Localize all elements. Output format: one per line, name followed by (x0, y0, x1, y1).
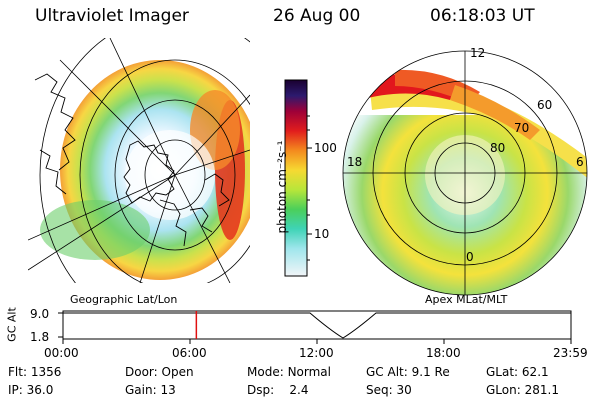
mlt-label-6: 6 (576, 155, 584, 169)
color-bar (284, 79, 308, 277)
altitude-ylabel: GC Alt (5, 307, 19, 342)
status-seq: Seq: 30 (366, 383, 412, 397)
polar-map (342, 50, 588, 296)
colorbar-tick-100: 100 (314, 141, 337, 155)
altitude-xtick-2: 12:00 (299, 346, 334, 360)
geographic-map (28, 38, 250, 283)
mlt-label-18: 18 (347, 155, 363, 169)
status-mode: Mode: Normal (247, 365, 331, 379)
altitude-ytick-1-8: 1.8 (30, 330, 50, 344)
status-flt: Flt: 1356 (8, 365, 62, 379)
status-gc-alt: GC Alt: 9.1 Re (366, 365, 450, 379)
status-door: Door: Open (125, 365, 194, 379)
mlat-label-70: 70 (514, 121, 530, 135)
status-gain: Gain: 13 (125, 383, 176, 397)
colorbar-unit-label: photon cm⁻²s⁻¹ (275, 140, 289, 234)
status-glon: GLon: 281.1 (486, 383, 559, 397)
left-map-label: Geographic Lat/Lon (70, 293, 178, 306)
altitude-plot (58, 310, 572, 344)
status-ip: IP: 36.0 (8, 383, 54, 397)
color-bar-ticks (307, 115, 312, 261)
right-map-label: Apex MLat/MLT (425, 293, 508, 306)
time-label: 06:18:03 UT (430, 6, 535, 26)
altitude-ytick-9: 9.0 (30, 307, 50, 321)
altitude-xtick-0: 00:00 (44, 346, 79, 360)
instrument-title: Ultraviolet Imager (35, 6, 189, 26)
altitude-xtick-3: 18:00 (426, 346, 461, 360)
status-dsp: Dsp: 2.4 (247, 383, 309, 397)
altitude-xtick-4: 23:59 (553, 346, 588, 360)
status-glat: GLat: 62.1 (486, 365, 549, 379)
mlt-label-0: 0 (466, 250, 474, 264)
colorbar-tick-10: 10 (314, 227, 330, 241)
date-label: 26 Aug 00 (273, 6, 361, 26)
mlat-label-60: 60 (537, 98, 553, 112)
mlt-label-12: 12 (470, 46, 486, 60)
mlat-label-80: 80 (490, 141, 506, 155)
altitude-xtick-1: 06:00 (172, 346, 207, 360)
